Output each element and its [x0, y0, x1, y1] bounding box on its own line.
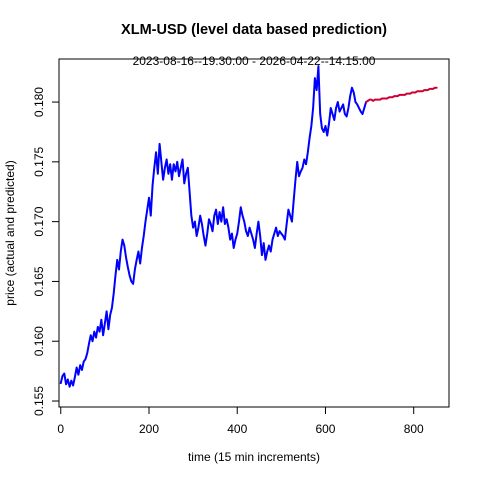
x-axis: 0 200 400 600 800 [57, 407, 424, 436]
y-axis: 0.155 0.160 0.165 0.170 0.175 0.180 [32, 87, 59, 416]
plot-frame [58, 58, 450, 408]
y-tick-label: 0.155 [32, 386, 46, 416]
actual-price-line [59, 65, 368, 388]
chart-title: XLM-USD (level data based prediction) [121, 22, 387, 38]
x-tick-label: 400 [227, 422, 247, 436]
x-tick-label: 0 [57, 422, 64, 436]
x-tick-label: 600 [315, 422, 335, 436]
y-tick-label: 0.170 [32, 206, 46, 236]
y-tick-label: 0.165 [32, 266, 46, 296]
y-axis-label: price (actual and predicted) [3, 160, 17, 305]
y-tick-label: 0.175 [32, 147, 46, 177]
x-axis-label: time (15 min increments) [188, 450, 320, 464]
predicted-price-line [365, 86, 438, 104]
x-tick-label: 200 [139, 422, 159, 436]
x-tick-label: 800 [404, 422, 424, 436]
series-layer [59, 65, 438, 388]
chart-subtitle: 2023-08-16--19:30:00 - 2026-04-22--14:15… [133, 54, 376, 68]
y-tick-label: 0.180 [32, 87, 46, 117]
y-tick-label: 0.160 [32, 326, 46, 356]
